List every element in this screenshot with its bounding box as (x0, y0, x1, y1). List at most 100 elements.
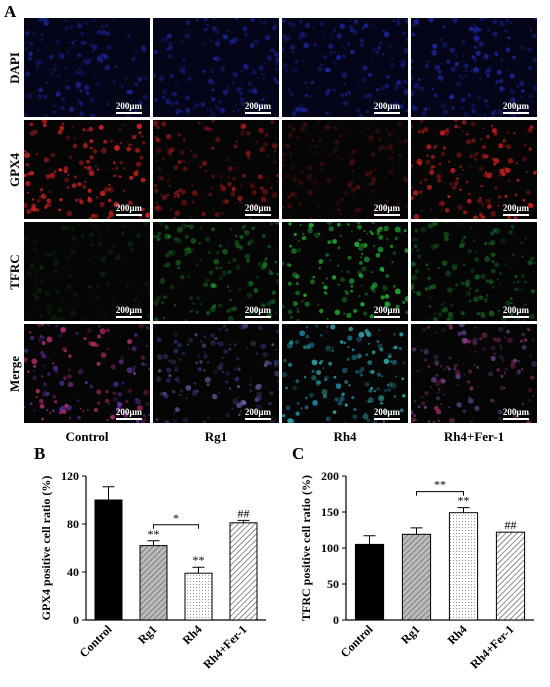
image-merge-rg1: 200μm (153, 324, 279, 423)
y-tick-label: 200 (321, 469, 339, 483)
bar-rh4-fer-1 (495, 531, 526, 621)
scale-bar (503, 418, 529, 420)
scale-bar-label: 200μm (115, 305, 142, 315)
error-bar (410, 527, 423, 535)
image-merge-control: 200μm (24, 324, 150, 423)
scale-bar (116, 316, 142, 318)
scale-bar-label: 200μm (244, 407, 271, 417)
scale-bar-label: 200μm (244, 101, 271, 111)
scale-bar (503, 214, 529, 216)
scale-bar (374, 112, 400, 114)
scale-bar (245, 418, 271, 420)
y-tick-label: 150 (321, 505, 339, 519)
scale-bar-label: 200μm (373, 305, 400, 315)
image-gpx4-rh4-fer-1: 200μm (411, 120, 537, 219)
scale-bar-label: 200μm (502, 203, 529, 213)
image-dapi-rh4-fer-1: 200μm (411, 18, 537, 117)
scale-bar (503, 112, 529, 114)
column-label-rh4: Rh4 (333, 429, 357, 444)
scale-bar-label: 200μm (502, 305, 529, 315)
scale-bar (374, 316, 400, 318)
x-tick-label: Rg1 (398, 622, 423, 647)
error-bar (147, 540, 160, 546)
scale-bar-label: 200μm (373, 203, 400, 213)
error-bar (192, 566, 205, 574)
scale-bar (374, 214, 400, 216)
image-tfrc-rh4-fer-1: 200μm (411, 222, 537, 321)
significance-mark: ** (458, 494, 470, 508)
error-bar (457, 507, 470, 513)
fluorescence-image-grid: DAPI 200μm 200μm 200μm 200μm GPX4 200μm 200μm 20… (7, 18, 543, 426)
column-label-rg1: Rg1 (204, 429, 228, 444)
x-tick-label: Rh4 (445, 622, 470, 647)
y-tick-label: 80 (67, 517, 79, 531)
scale-bar (116, 214, 142, 216)
image-tfrc-rg1: 200μm (153, 222, 279, 321)
bar-control (94, 499, 123, 621)
significance-mark: ## (238, 506, 250, 520)
bar-rh4 (448, 512, 479, 621)
panel-b-letter: B (34, 444, 46, 463)
y-tick-label: 100 (321, 541, 339, 555)
x-tick-label: Control (77, 622, 115, 660)
y-tick-label: 0 (73, 613, 79, 627)
scale-bar (116, 418, 142, 420)
scale-bar (245, 214, 271, 216)
comparison-label: * (173, 511, 179, 525)
row-label-merge: Merge (7, 355, 22, 392)
image-dapi-rg1: 200μm (153, 18, 279, 117)
error-bar (102, 486, 115, 500)
gpx4-bar-chart: 0 40 80 120 GPX4 positive cell ratio (%) Cont… (30, 460, 280, 682)
scale-bar (374, 418, 400, 420)
comparison-label: ** (434, 478, 446, 492)
y-tick-label: 40 (67, 565, 79, 579)
y-tick-label: 0 (333, 613, 339, 627)
image-tfrc-rh4: 200μm (282, 222, 408, 321)
x-tick-label: Rh4+Fer-1 (467, 622, 516, 671)
row-label-gpx4: GPX4 (7, 152, 22, 187)
scale-bar (503, 316, 529, 318)
y-tick-label: 120 (61, 469, 79, 483)
scale-bar-label: 200μm (502, 407, 529, 417)
scale-bar-label: 200μm (244, 305, 271, 315)
scale-bar (116, 112, 142, 114)
row-label-dapi: DAPI (7, 51, 22, 84)
comparison-bracket (416, 491, 464, 496)
error-bar (363, 535, 376, 545)
image-gpx4-rg1: 200μm (153, 120, 279, 219)
bar-rg1 (139, 545, 168, 621)
y-tick-label: 50 (327, 577, 339, 591)
bar-chart-svg: 0 50 100 150 200 TFRC positive cell ratio (%)… (299, 469, 534, 672)
scale-bar (245, 316, 271, 318)
y-axis-label: TFRC positive cell ratio (%) (299, 475, 313, 621)
significance-mark: ** (193, 553, 205, 567)
bar-chart-svg: 0 40 80 120 GPX4 positive cell ratio (%) Cont… (39, 469, 266, 672)
scale-bar-label: 200μm (373, 407, 400, 417)
image-merge-rh4: 200μm (282, 324, 408, 423)
image-gpx4-rh4: 200μm (282, 120, 408, 219)
bar-rh4 (184, 572, 213, 621)
scale-bar-label: 200μm (115, 203, 142, 213)
x-tick-label: Rh4+Fer-1 (200, 622, 249, 671)
x-tick-label: Rh4 (180, 622, 205, 647)
x-tick-label: Rg1 (135, 622, 160, 647)
panel-c-letter: C (292, 444, 305, 463)
image-tfrc-control: 200μm (24, 222, 150, 321)
significance-mark: ** (148, 527, 160, 541)
comparison-bracket (153, 524, 199, 529)
bar-control (354, 543, 385, 621)
y-axis-label: GPX4 positive cell ratio (%) (39, 476, 53, 621)
image-dapi-control: 200μm (24, 18, 150, 117)
error-bar (237, 519, 250, 523)
scale-bar (245, 112, 271, 114)
image-merge-rh4-fer-1: 200μm (411, 324, 537, 423)
significance-mark: ## (505, 518, 517, 532)
panel-a-letter: A (4, 2, 17, 21)
tfrc-bar-chart: 0 50 100 150 200 TFRC positive cell ratio (%)… (290, 460, 548, 682)
scale-bar-label: 200μm (244, 203, 271, 213)
scale-bar-label: 200μm (373, 101, 400, 111)
column-label-rh4-fer-1: Rh4+Fer-1 (443, 429, 505, 444)
image-dapi-rh4: 200μm (282, 18, 408, 117)
image-gpx4-control: 200μm (24, 120, 150, 219)
scale-bar-label: 200μm (115, 101, 142, 111)
